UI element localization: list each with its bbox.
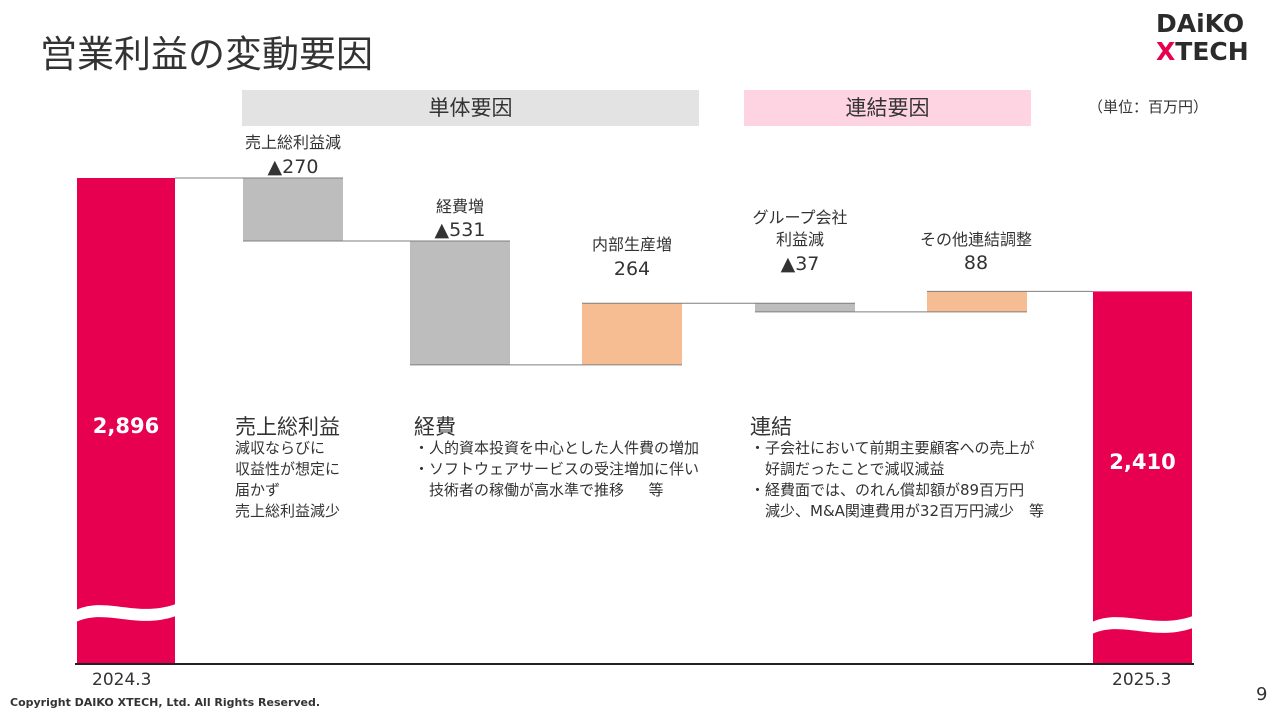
page-title: 営業利益の変動要因 <box>40 33 373 76</box>
bar-end-total <box>1093 291 1192 664</box>
note-heading-gross-profit: 売上総利益 <box>235 415 340 439</box>
axis-break-start <box>76 604 176 622</box>
step-value-other-adjustments: 88 <box>963 252 989 274</box>
note-line: 減収ならびに <box>235 439 326 457</box>
company-logo: DAiKO XTECH <box>1156 10 1256 66</box>
step-label-group-companies: グループ会社 利益減 <box>730 207 870 251</box>
note-body-gross-profit: 減収ならびに 収益性が想定に 届かず 売上総利益減少 <box>235 438 340 522</box>
step-label-gross-profit: 売上総利益減 <box>244 133 341 152</box>
end-total-value: 2,410 <box>1109 450 1176 474</box>
bar-step <box>410 240 510 365</box>
start-total-value: 2,896 <box>92 414 160 438</box>
step-value-internal-production: 264 <box>613 258 651 280</box>
bar-step <box>582 303 682 365</box>
note-line: ・ソフトウェアサービスの受注増加に伴い <box>414 460 700 478</box>
step-value-expenses: ▲531 <box>434 219 486 241</box>
step-label-group-companies-line2: 利益減 <box>775 230 824 249</box>
logo-line2: XTECH <box>1156 38 1256 66</box>
bar-step <box>927 291 1027 312</box>
logo-x: X <box>1156 37 1176 66</box>
note-line: 届かず <box>235 481 281 499</box>
note-line: 売上総利益減少 <box>235 502 341 520</box>
step-label-expenses: 経費増 <box>435 197 484 216</box>
note-heading-expenses: 経費 <box>414 415 456 439</box>
note-body-consolidated: ・子会社において前期主要顧客への売上が 好調だったことで減収減益 ・経費面では、… <box>750 438 1044 522</box>
unit-label: （単位：百万円） <box>1088 98 1209 116</box>
x-label-start: 2024.3 <box>92 670 152 690</box>
bar-step <box>243 178 343 241</box>
logo-line1: DAiKO <box>1156 9 1245 38</box>
bar-start-total <box>77 178 175 664</box>
note-line: ・経費面では、のれん償却額が89百万円 <box>750 481 1025 499</box>
note-line: ・子会社において前期主要顧客への売上が <box>750 439 1035 457</box>
note-line: ・人的資本投資を中心とした人件費の増加 <box>414 439 700 457</box>
note-line: 減少、M&A関連費用が32百万円減少 等 <box>750 502 1044 520</box>
note-line: 技術者の稼働が高水準で推移 等 <box>414 481 664 499</box>
axis-break-end <box>1092 616 1193 634</box>
step-label-group-companies-line1: グループ会社 <box>752 208 848 227</box>
x-label-end: 2025.3 <box>1112 670 1172 690</box>
note-heading-consolidated: 連結 <box>750 415 792 439</box>
step-label-other-adjustments: その他連結調整 <box>919 230 1032 249</box>
logo-tech: TECH <box>1175 37 1249 66</box>
band-consolidated-factors: 連結要因 <box>744 90 1031 126</box>
note-body-expenses: ・人的資本投資を中心とした人件費の増加 ・ソフトウェアサービスの受注増加に伴い … <box>414 438 699 501</box>
note-line: 好調だったことで減収減益 <box>750 460 945 478</box>
step-label-internal-production: 内部生産増 <box>591 235 672 254</box>
step-value-gross-profit: ▲270 <box>267 156 319 178</box>
step-value-group-companies: ▲37 <box>780 253 820 275</box>
copyright: Copyright DAIKO XTECH, Ltd. All Rights R… <box>10 696 321 709</box>
note-line: 収益性が想定に <box>235 460 341 478</box>
band-single-factors: 単体要因 <box>242 90 699 126</box>
bar-step <box>755 303 855 312</box>
page-number: 9 <box>1256 684 1268 705</box>
